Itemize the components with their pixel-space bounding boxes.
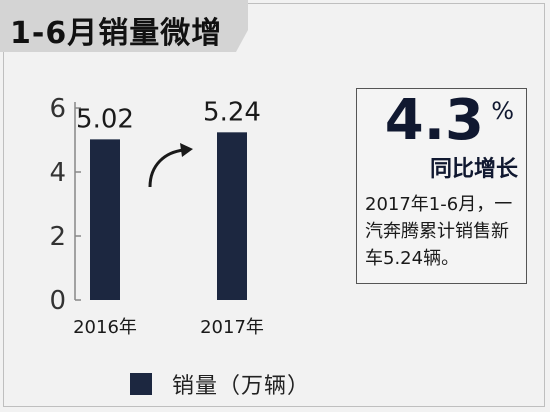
y-tick-label: 0	[49, 286, 66, 316]
data-label: 5.24	[203, 97, 261, 127]
title-background	[0, 0, 248, 52]
x-tick-label: 2017年	[200, 317, 264, 338]
y-tick-label: 4	[49, 158, 66, 188]
legend-label: 销量（万辆）	[172, 374, 311, 399]
bar	[217, 132, 247, 300]
legend: 销量（万辆）	[130, 368, 310, 400]
data-label: 5.02	[76, 104, 134, 134]
percent-sign: %	[491, 97, 514, 125]
bars: 5.02 2016年 5.24 2017年	[73, 97, 264, 338]
y-tick-label: 6	[49, 94, 66, 124]
y-tick-label: 2	[49, 222, 66, 252]
chart-frame	[3, 3, 545, 407]
chart-title: 1-6月销量微增	[10, 16, 223, 51]
stat-description: 2017年1-6月，一汽奔腾累计销售新车5.24辆。	[365, 194, 513, 269]
growth-label: 同比增长	[429, 157, 518, 182]
title-bar: 1-6月销量微增	[0, 0, 248, 60]
curved-up-arrow-icon	[148, 143, 193, 188]
x-tick-label: 2016年	[73, 317, 137, 338]
bar	[90, 139, 120, 300]
growth-number: 4.3	[384, 88, 484, 153]
stat-box: 4.3 % 同比增长 2017年1-6月，一汽奔腾累计销售新车5.24辆。	[356, 88, 527, 284]
legend-swatch	[130, 373, 152, 395]
y-axis: 0 2 4 6	[49, 94, 81, 316]
